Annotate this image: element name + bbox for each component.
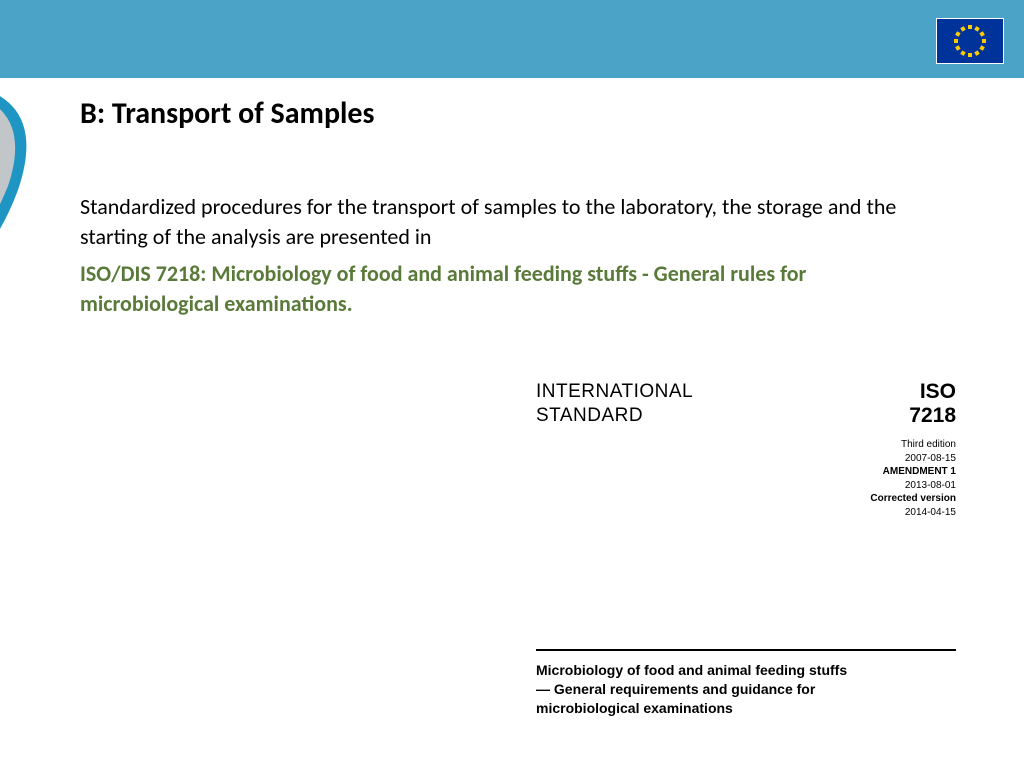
slide-content: B: Transport of Samples Standardized pro…: [80, 95, 964, 319]
iso-corrected-date: 2014-04-15: [870, 506, 956, 520]
iso-divider: [536, 649, 956, 651]
iso-header-right: ISO 7218 Third edition 2007-08-15 AMENDM…: [870, 380, 956, 519]
iso-code-line2: 7218: [870, 404, 956, 428]
iso-edition-label: Third edition: [870, 438, 956, 452]
slide-body-text: Standardized procedures for the transpor…: [80, 192, 900, 251]
header-bar: [0, 0, 1024, 78]
iso-intl-line2: STANDARD: [536, 404, 693, 428]
eu-flag-icon: [936, 18, 1004, 64]
iso-header: INTERNATIONAL STANDARD ISO 7218 Third ed…: [536, 380, 956, 519]
eu-stars: [952, 23, 988, 59]
iso-header-left: INTERNATIONAL STANDARD: [536, 380, 693, 519]
iso-amendment-date: 2013-08-01: [870, 479, 956, 493]
iso-doc-title: Microbiology of food and animal feeding …: [536, 661, 856, 718]
iso-intl-line1: INTERNATIONAL: [536, 380, 693, 404]
iso-document-excerpt: INTERNATIONAL STANDARD ISO 7218 Third ed…: [536, 380, 956, 718]
standard-reference: ISO/DIS 7218: Microbiology of food and a…: [80, 259, 900, 318]
iso-corrected-label: Corrected version: [870, 492, 956, 506]
iso-edition-date: 2007-08-15: [870, 452, 956, 466]
iso-meta: Third edition 2007-08-15 AMENDMENT 1 201…: [870, 438, 956, 519]
iso-code-line1: ISO: [870, 380, 956, 404]
slide-title: B: Transport of Samples: [80, 95, 964, 132]
iso-amendment-label: AMENDMENT 1: [870, 465, 956, 479]
